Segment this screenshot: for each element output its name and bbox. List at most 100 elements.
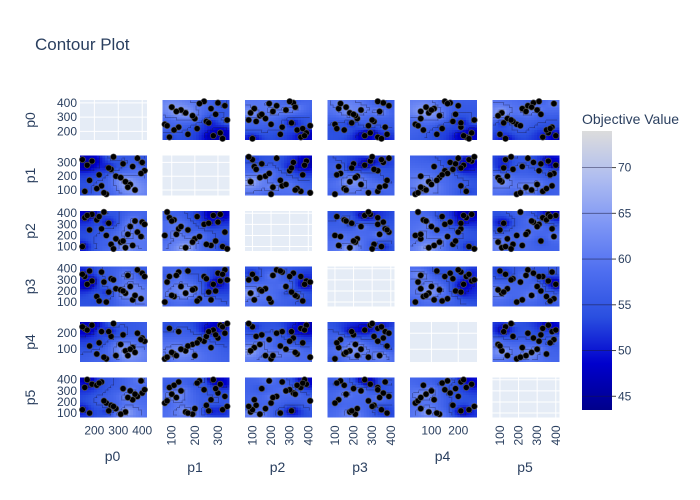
trial-point bbox=[291, 349, 299, 356]
trial-point bbox=[454, 228, 462, 236]
trial-point bbox=[502, 243, 509, 250]
trial-point bbox=[110, 153, 117, 161]
trial-point bbox=[100, 189, 108, 197]
y-tick-label: 400 bbox=[57, 373, 77, 387]
trial-point bbox=[166, 325, 173, 332]
trial-point bbox=[383, 177, 391, 184]
trial-point bbox=[175, 328, 182, 335]
trial-point bbox=[348, 328, 355, 335]
trial-point bbox=[182, 244, 189, 251]
y-tick-label: 100 bbox=[57, 406, 77, 420]
trial-point bbox=[291, 186, 299, 194]
trial-points bbox=[79, 376, 148, 418]
trial-point bbox=[203, 275, 210, 283]
trial-point bbox=[550, 100, 558, 107]
trial-points bbox=[412, 376, 478, 418]
subplot-p1-vs-p1 bbox=[162, 155, 230, 196]
trial-point bbox=[247, 289, 254, 297]
trial-point bbox=[533, 283, 541, 290]
trial-point bbox=[454, 266, 462, 274]
trial-point bbox=[210, 212, 217, 219]
trial-points bbox=[331, 153, 393, 198]
y-tick-label: 200 bbox=[57, 169, 77, 183]
trial-points bbox=[245, 98, 314, 142]
x-axis-label-p3: p3 bbox=[352, 459, 368, 475]
trial-point bbox=[438, 297, 446, 305]
trial-point bbox=[457, 182, 465, 190]
trial-point bbox=[543, 293, 550, 300]
trial-point bbox=[428, 223, 435, 230]
trial-point bbox=[168, 349, 176, 356]
trial-point bbox=[293, 126, 301, 134]
trial-point bbox=[173, 231, 180, 238]
trial-point bbox=[141, 221, 148, 228]
trial-point bbox=[129, 242, 136, 249]
trial-point bbox=[454, 154, 462, 162]
trial-point bbox=[212, 385, 219, 392]
trial-point bbox=[509, 333, 517, 340]
trial-point bbox=[163, 208, 171, 216]
trial-point bbox=[265, 170, 273, 177]
trial-point bbox=[500, 288, 507, 296]
trial-point bbox=[221, 393, 229, 400]
diagonal-empty-panel bbox=[410, 322, 477, 362]
trial-point bbox=[471, 153, 478, 161]
trial-point bbox=[221, 329, 229, 337]
trial-point bbox=[496, 130, 504, 138]
trial-point bbox=[513, 232, 520, 239]
trial-point bbox=[277, 177, 284, 184]
x-tick-label: 100 bbox=[165, 425, 179, 445]
trial-point bbox=[131, 390, 139, 398]
trial-point bbox=[465, 406, 473, 414]
trial-point bbox=[223, 245, 231, 253]
trial-point bbox=[430, 296, 438, 304]
trial-point bbox=[245, 276, 253, 284]
trial-point bbox=[365, 122, 372, 130]
trial-point bbox=[352, 174, 359, 181]
trial-point bbox=[368, 153, 376, 161]
trial-point bbox=[168, 217, 176, 225]
trial-point bbox=[163, 353, 171, 361]
trial-point bbox=[545, 157, 552, 165]
chart-title: Contour Plot bbox=[35, 35, 130, 54]
colorbar-gradient bbox=[582, 131, 612, 410]
trial-point bbox=[383, 226, 391, 234]
trial-point bbox=[88, 157, 96, 165]
trial-point bbox=[247, 347, 254, 355]
trial-point bbox=[500, 119, 507, 127]
trial-point bbox=[365, 189, 372, 197]
trial-point bbox=[537, 331, 545, 339]
trial-point bbox=[422, 292, 430, 299]
y-tick-label: 400 bbox=[57, 262, 77, 276]
trial-point bbox=[269, 108, 277, 115]
trial-point bbox=[417, 405, 425, 412]
trial-point bbox=[216, 380, 224, 388]
trial-point bbox=[537, 237, 545, 245]
trial-point bbox=[537, 287, 545, 295]
subplot-p4-vs-p1 bbox=[161, 320, 231, 363]
trial-point bbox=[518, 296, 526, 304]
trial-point bbox=[452, 110, 459, 118]
trial-points bbox=[245, 376, 314, 418]
trial-point bbox=[210, 280, 217, 288]
colorbar-tick-label: 50 bbox=[618, 344, 632, 358]
trial-point bbox=[100, 353, 108, 361]
trial-point bbox=[184, 342, 192, 350]
x-tick-label: 200 bbox=[84, 424, 104, 438]
x-tick-label: 200 bbox=[264, 425, 278, 445]
trial-points bbox=[79, 320, 148, 363]
colorbar-tick-label: 45 bbox=[618, 389, 632, 403]
trial-point bbox=[342, 349, 350, 356]
trial-point bbox=[177, 387, 185, 395]
trial-point bbox=[381, 123, 389, 131]
trial-point bbox=[428, 387, 435, 395]
colorbar-tick-label: 60 bbox=[618, 252, 632, 266]
trial-points bbox=[161, 376, 231, 418]
trial-point bbox=[252, 401, 260, 409]
trial-point bbox=[361, 326, 369, 334]
trial-point bbox=[83, 280, 91, 288]
trial-point bbox=[337, 233, 344, 240]
trial-point bbox=[203, 401, 210, 409]
trial-point bbox=[134, 266, 141, 274]
trial-point bbox=[258, 160, 266, 168]
